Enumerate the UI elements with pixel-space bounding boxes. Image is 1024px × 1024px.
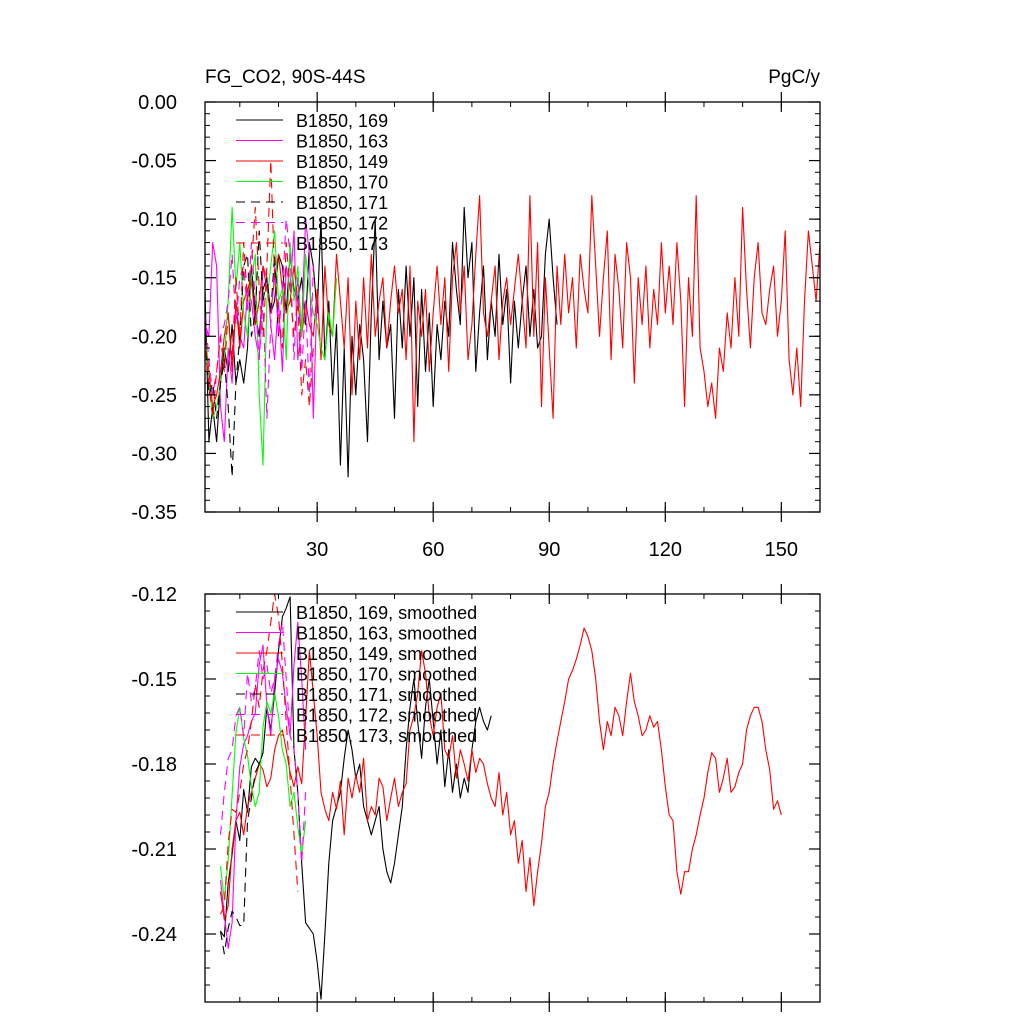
series-line-b1850-172 [204, 218, 314, 419]
legend-label: B1850, 172 [296, 214, 388, 234]
series-line-b1850-173 [204, 160, 314, 419]
y-tick-label: -0.05 [131, 151, 177, 173]
legend-label: B1850, 173, smoothed [296, 726, 477, 746]
x-tick-label: 60 [422, 539, 444, 561]
smoothed-flux-panel: -0.12 -0.15 -0.18 -0.21 -0.24 B1850, 169, smo… [131, 584, 821, 1012]
y-tick-label: -0.15 [131, 268, 177, 290]
plot-frame [204, 101, 821, 513]
y-tick-label: -0.24 [131, 924, 177, 946]
y-tick-label: -0.25 [131, 385, 177, 407]
y-tick-label: -0.15 [131, 669, 177, 691]
series-line-b1850-149-smoothed [219, 627, 782, 921]
y-tick-label: -0.21 [131, 839, 177, 861]
series-line-b1850-170 [204, 206, 338, 466]
legend-label: B1850, 163, smoothed [296, 624, 477, 644]
units-label: PgC/y [768, 67, 820, 88]
legend-label: B1850, 149, smoothed [296, 644, 477, 664]
y-tick-label: -0.30 [131, 443, 177, 465]
x-tick-label: 30 [306, 539, 328, 561]
y-tick-label: -0.12 [131, 584, 177, 606]
series-line-b1850-172-smoothed [219, 621, 307, 864]
series-line-b1850-163-smoothed [219, 621, 307, 949]
legend-label: B1850, 173 [296, 234, 388, 254]
legend-label: B1850, 171, smoothed [296, 685, 477, 705]
y-tick-label: -0.10 [131, 209, 177, 231]
x-tick-label: 120 [649, 539, 682, 561]
legend-label: B1850, 169 [296, 111, 388, 131]
series-group [219, 593, 782, 1000]
x-tick-label: 150 [765, 539, 798, 561]
legend-label: B1850, 171 [296, 193, 388, 213]
y-tick-label: -0.20 [131, 326, 177, 348]
series-line-b1850-171 [204, 230, 280, 478]
y-tick-label: 0.00 [138, 92, 177, 114]
series-line-b1850-173-smoothed [219, 593, 299, 915]
series-group [204, 160, 821, 478]
legend-label: B1850, 172, smoothed [296, 706, 477, 726]
legend-label: B1850, 149 [296, 152, 388, 172]
series-line-b1850-169 [204, 206, 558, 478]
legend-label: B1850, 169, smoothed [296, 603, 477, 623]
legend-label: B1850, 170, smoothed [296, 665, 477, 685]
legend-label: B1850, 163 [296, 132, 388, 152]
y-tick-label: -0.18 [131, 754, 177, 776]
series-line-b1850-171-smoothed [219, 752, 264, 955]
raw-flux-panel: 0.00 -0.05 -0.10 -0.15 -0.20 -0.25 -0.30 -0.35 3… [131, 92, 821, 561]
x-tick-label: 90 [538, 539, 560, 561]
legend-label: B1850, 170 [296, 173, 388, 193]
y-tick-label: -0.35 [131, 502, 177, 524]
series-line-b1850-149 [204, 195, 821, 443]
chart-title: FG_CO2, 90S-44S [205, 67, 366, 88]
